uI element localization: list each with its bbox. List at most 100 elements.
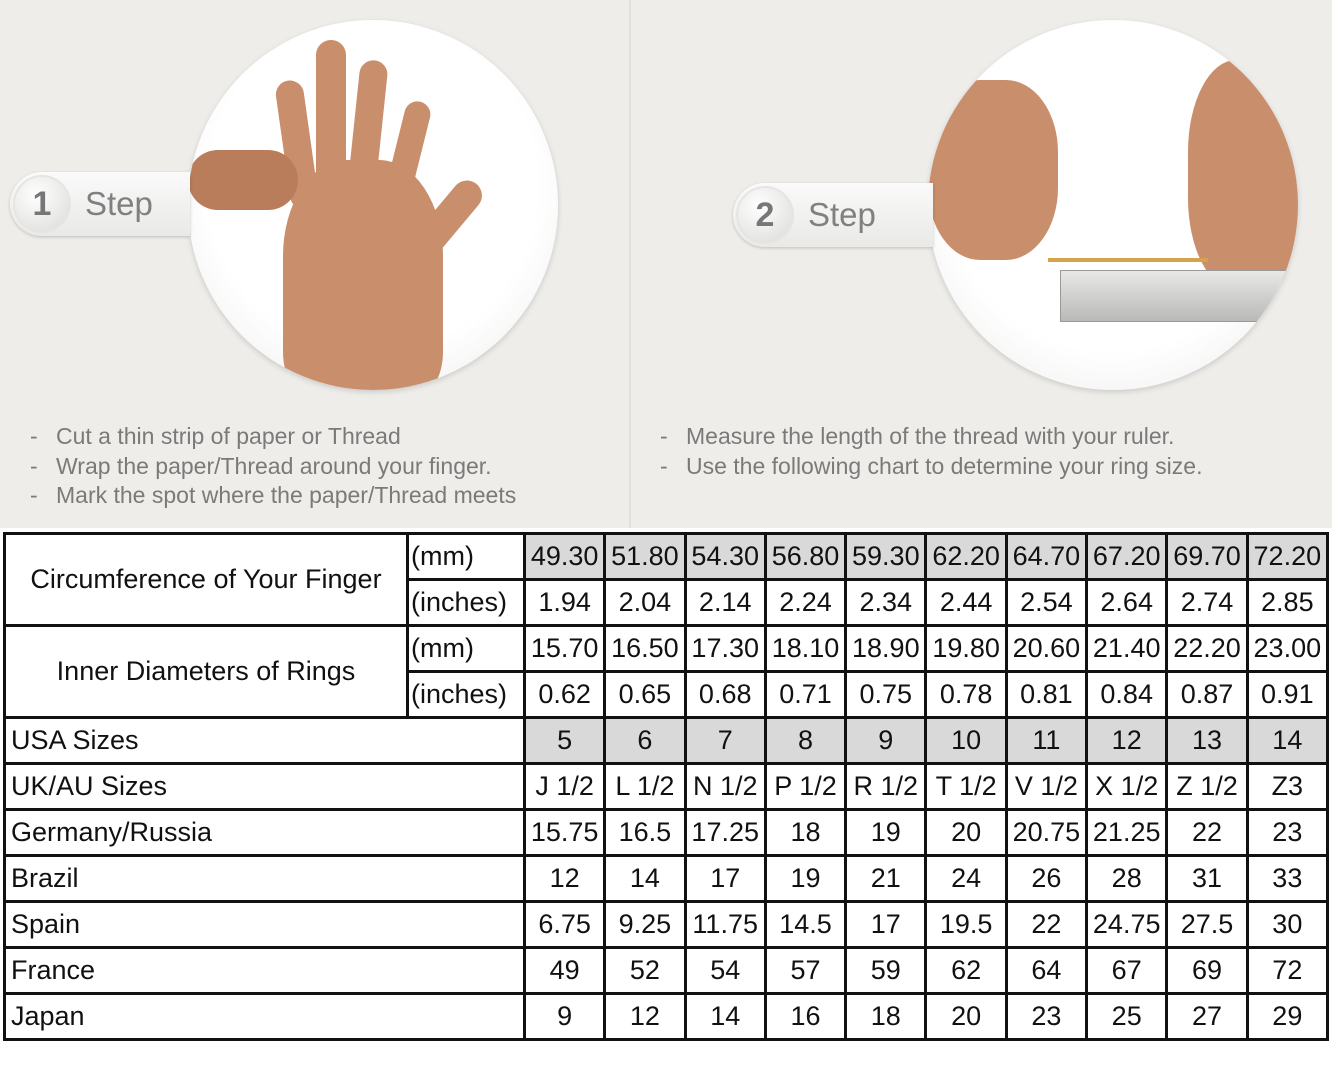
panel-divider: [629, 0, 631, 528]
step-number: 1: [13, 175, 71, 233]
table-cell: 2.24: [763, 578, 848, 627]
table-cell: 31: [1165, 854, 1249, 903]
table-cell: 33: [1245, 854, 1330, 903]
instruction-item: - Use the following chart to determine yo…: [660, 452, 1203, 479]
row-label: USA Sizes: [3, 716, 526, 765]
table-cell: 62: [924, 946, 1008, 995]
table-cell: 0.78: [924, 670, 1008, 719]
table-cell: 26: [1004, 854, 1089, 903]
table-cell: 0.91: [1245, 670, 1330, 719]
thread: [1048, 258, 1208, 262]
table-cell: 2.74: [1165, 578, 1249, 627]
table-cell: 7: [683, 716, 767, 765]
table-cell: 20: [924, 992, 1008, 1041]
table-cell: 11.75: [683, 900, 767, 949]
table-row: (inches) 0.62 0.65 0.68 0.71 0.75 0.78 0.81 0.84…: [5, 670, 1330, 719]
table-cell: 2.14: [683, 578, 767, 627]
table-cell: 6.75: [522, 900, 607, 949]
row-label: France: [3, 946, 526, 995]
table-cell: 13: [1165, 716, 1249, 765]
table-cell: 21: [844, 854, 928, 903]
table-cell: 10: [924, 716, 1008, 765]
table-cell: 17.25: [683, 808, 767, 857]
table-cell: 17: [683, 854, 767, 903]
table-row: France 49 52 54 57 59 62 64 67 69 72: [3, 946, 1330, 995]
table-cell: 12: [1085, 716, 1169, 765]
table-cell: 22: [1004, 900, 1089, 949]
table-cell: 11: [1004, 716, 1089, 765]
table-cell: 2.34: [844, 578, 928, 627]
unit-label: (mm): [405, 624, 526, 673]
table-cell: 0.87: [1165, 670, 1249, 719]
step-1-badge: 1 Step: [10, 172, 190, 236]
table-cell: 20.60: [1004, 624, 1089, 673]
table-cell: 14: [603, 854, 687, 903]
table-cell: 16.5: [603, 808, 687, 857]
table-cell: 69: [1165, 946, 1249, 995]
table-cell: 28: [1085, 854, 1169, 903]
row-label: Brazil: [3, 854, 526, 903]
table-cell: 24: [924, 854, 1008, 903]
table-row: Circumference of Your Finger (mm) 49.30 51.…: [3, 532, 1330, 627]
table-cell: 17: [844, 900, 928, 949]
table-cell: 56.80: [763, 532, 848, 581]
table-cell: 59.30: [844, 532, 928, 581]
ring-size-chart: Circumference of Your Finger (mm) 49.30 51.…: [3, 532, 1330, 1041]
table-cell: X 1/2: [1085, 762, 1169, 811]
table-cell: 5: [522, 716, 607, 765]
instruction-item: - Mark the spot where the paper/Thread me…: [30, 482, 517, 508]
table-cell: 9: [844, 716, 928, 765]
table-cell: 18: [763, 808, 848, 857]
row-group-label: Inner Diameters of Rings: [3, 624, 409, 719]
table-cell: R 1/2: [844, 762, 928, 811]
instructions-panel: 1 Step 2 Step - Cut a thin strip of paper…: [0, 0, 1332, 528]
table-cell: 16.50: [603, 624, 687, 673]
table-cell: 17.30: [683, 624, 767, 673]
table-cell: 19: [763, 854, 848, 903]
ruler: [1060, 270, 1292, 322]
table-cell: J 1/2: [522, 762, 607, 811]
table-cell: 0.68: [683, 670, 767, 719]
table-cell: 6: [603, 716, 687, 765]
table-cell: 67.20: [1085, 532, 1169, 581]
table-cell: 19: [844, 808, 928, 857]
table-cell: 59: [844, 946, 928, 995]
table-cell: 2.44: [924, 578, 1008, 627]
table-cell: 2.85: [1245, 578, 1330, 627]
table-cell: 52: [603, 946, 687, 995]
table-cell: 23.00: [1245, 624, 1330, 673]
unit-label: (mm): [405, 532, 526, 581]
row-label: UK/AU Sizes: [3, 762, 526, 811]
table-cell: 72.20: [1245, 532, 1330, 581]
table-cell: 18.10: [763, 624, 848, 673]
table-cell: Z 1/2: [1165, 762, 1249, 811]
table-cell: 14: [1245, 716, 1330, 765]
table-row: Germany/Russia 15.75 16.5 17.25 18 19 20 20.75 2…: [3, 808, 1330, 857]
table-cell: 15.75: [522, 808, 607, 857]
row-label: Japan: [3, 992, 526, 1041]
table-cell: 69.70: [1165, 532, 1249, 581]
table-cell: 49.30: [522, 532, 607, 581]
table-cell: 0.62: [522, 670, 607, 719]
table-cell: 14: [683, 992, 767, 1041]
table-cell: 24.75: [1085, 900, 1169, 949]
table-cell: 54: [683, 946, 767, 995]
table-cell: 30: [1245, 900, 1330, 949]
table-cell: 27: [1165, 992, 1249, 1041]
table-cell: 0.65: [603, 670, 687, 719]
table-cell: 51.80: [603, 532, 687, 581]
table-cell: 19.80: [924, 624, 1008, 673]
table-cell: 23: [1245, 808, 1330, 857]
unit-label: (inches): [405, 578, 526, 627]
table-cell: 72: [1245, 946, 1330, 995]
table-row: Brazil 12 14 17 19 21 24 26 28 31 33: [3, 854, 1330, 903]
row-group-label: Circumference of Your Finger: [3, 532, 409, 627]
table-cell: 0.84: [1085, 670, 1169, 719]
table-cell: 18.90: [844, 624, 928, 673]
table-cell: 2.64: [1085, 578, 1169, 627]
table-cell: 0.75: [844, 670, 928, 719]
row-label: Germany/Russia: [3, 808, 526, 857]
row-label: Spain: [3, 900, 526, 949]
table-cell: N 1/2: [683, 762, 767, 811]
step-label: Step: [85, 185, 153, 222]
